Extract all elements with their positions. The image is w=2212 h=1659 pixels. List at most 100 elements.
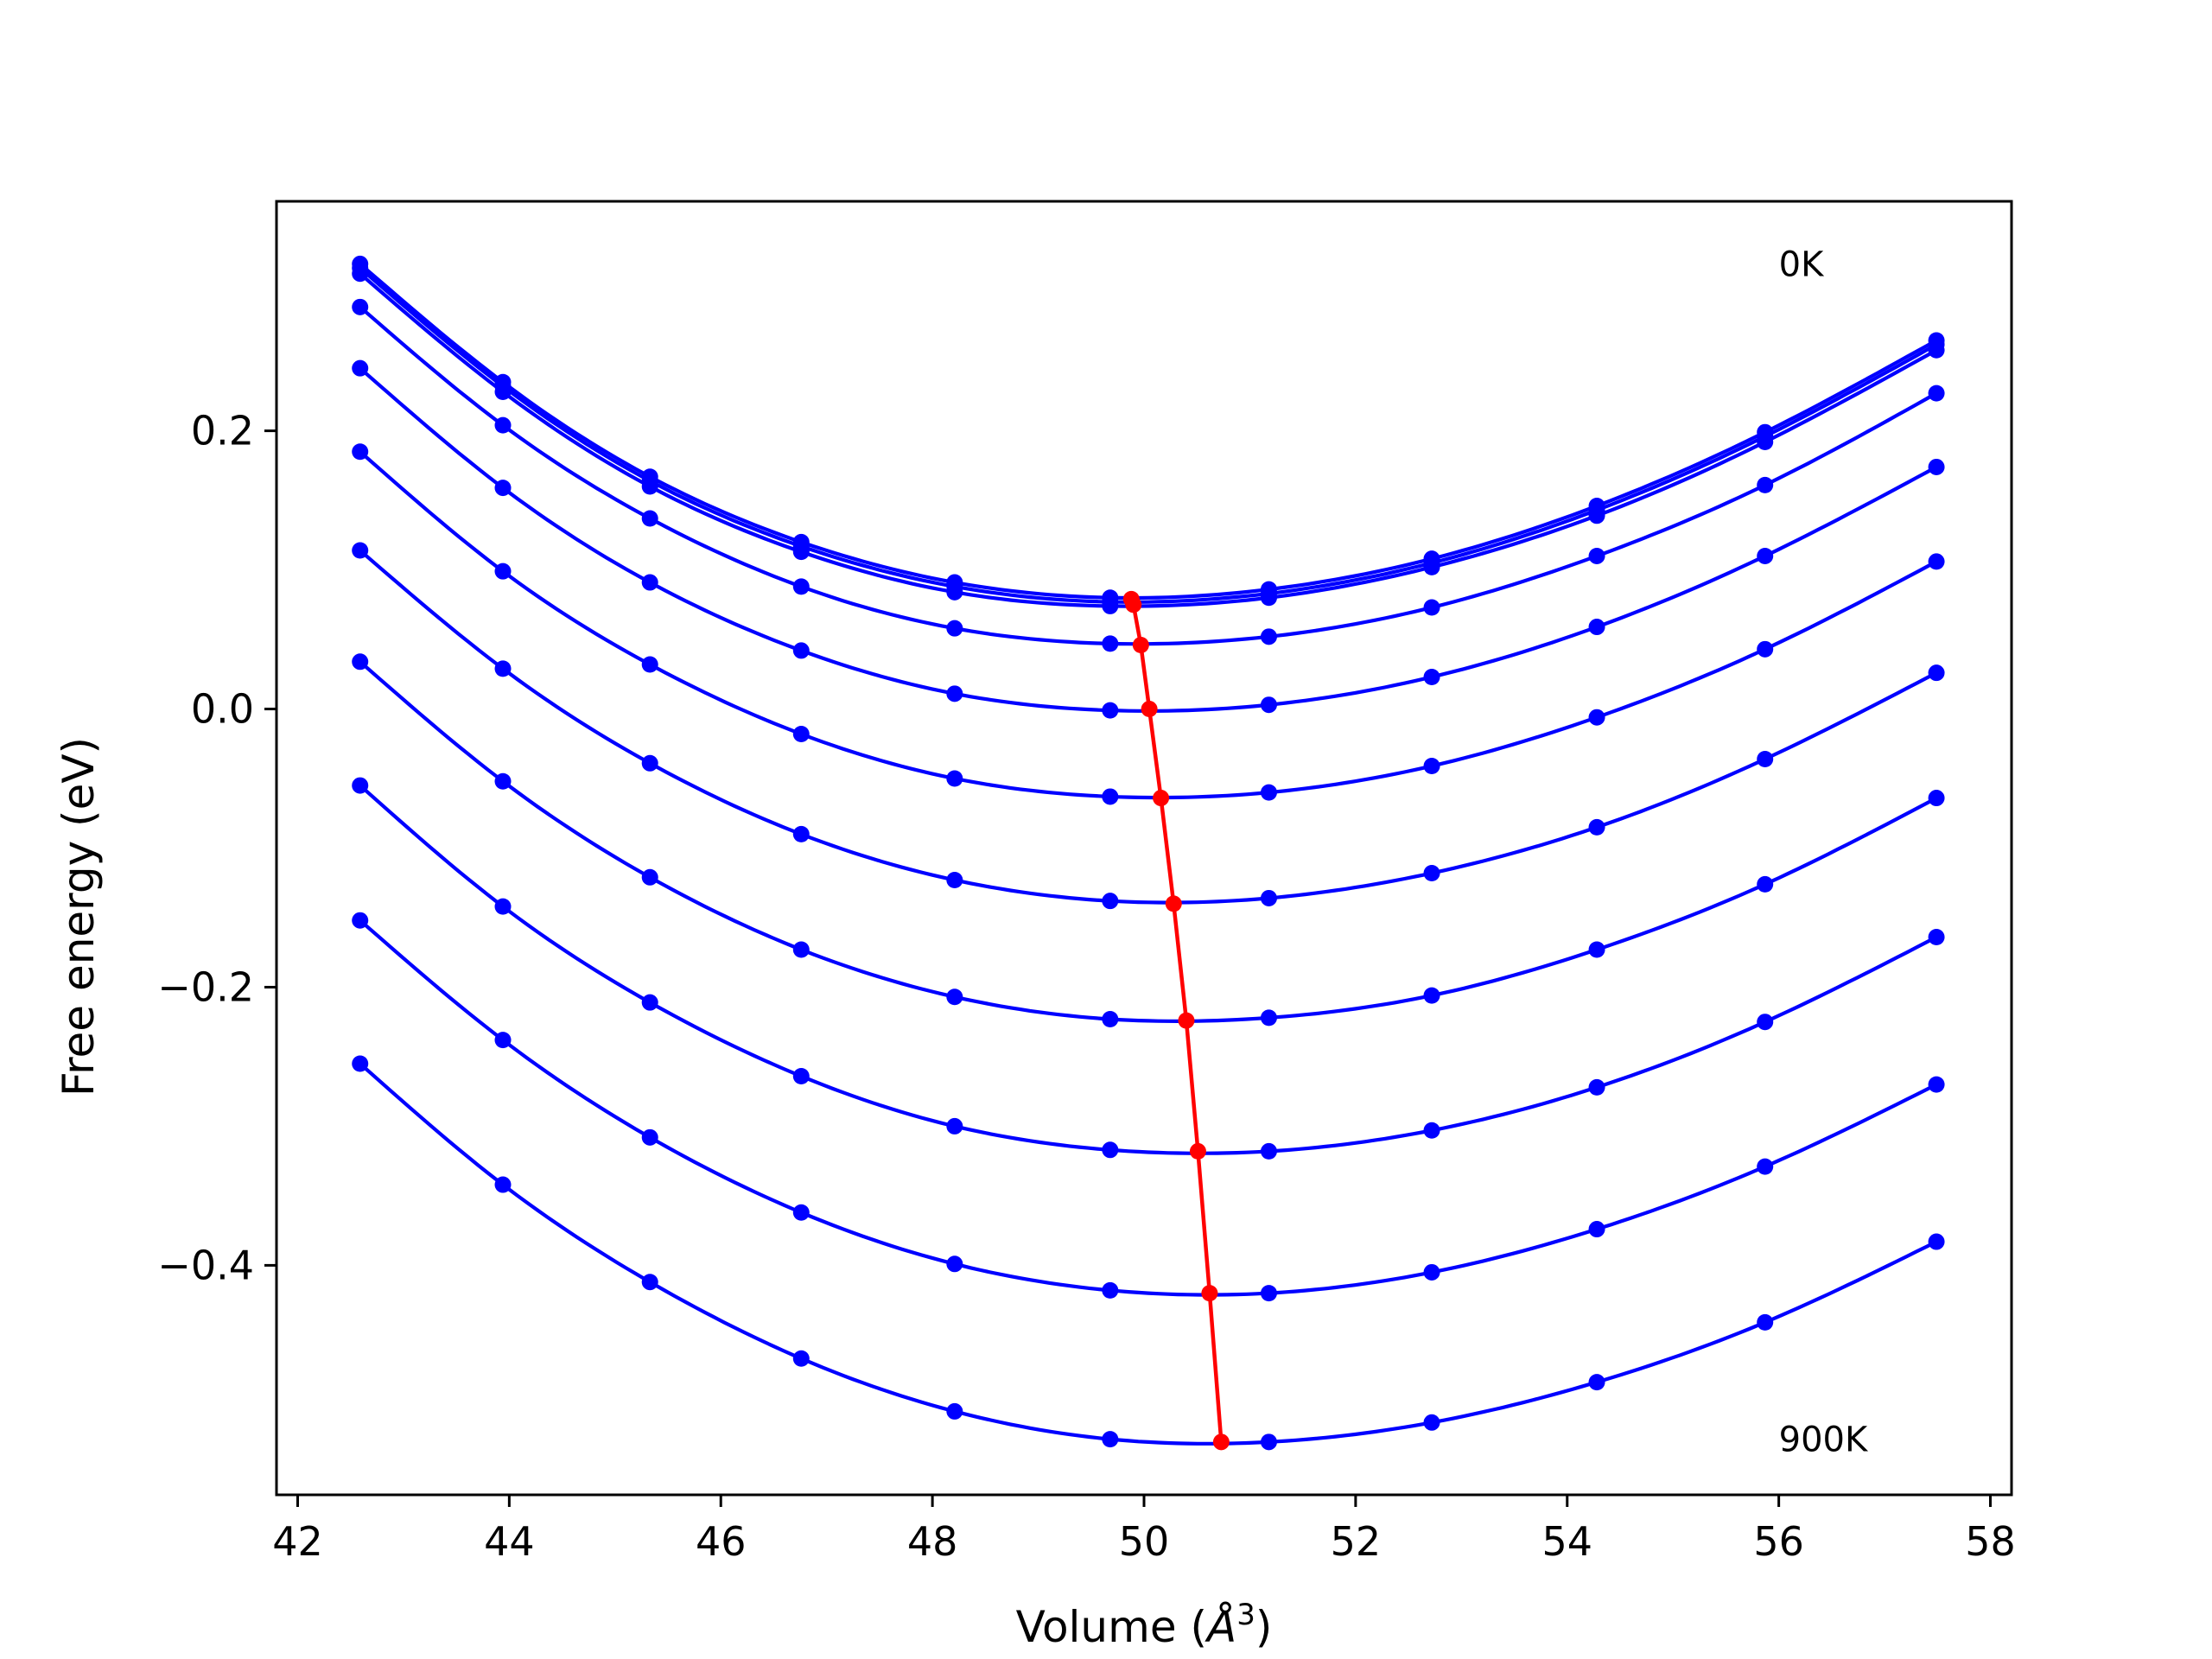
curve-7-point-2	[641, 868, 658, 886]
curve-6-point-2	[641, 754, 658, 772]
curve-2-point-6	[1260, 589, 1277, 607]
curve-7-point-5	[1102, 1010, 1119, 1027]
minimum-point-5	[1165, 895, 1182, 912]
curve-2-point-2	[641, 478, 658, 495]
x-tick-label-58: 58	[1965, 1518, 2016, 1565]
minimum-point-2	[1132, 636, 1149, 653]
curve-0	[359, 262, 1938, 601]
curve-3-point-1	[494, 416, 512, 434]
x-tick-label-46: 46	[696, 1518, 747, 1565]
curve-10-point-0	[352, 1055, 369, 1072]
curve-5-point-1	[494, 563, 512, 580]
curve-2	[359, 272, 1938, 608]
curve-9-point-9	[1757, 1158, 1774, 1175]
curve-5-point-9	[1757, 640, 1774, 658]
curve-4-point-9	[1757, 547, 1774, 564]
curve-8-point-5	[1102, 1141, 1119, 1159]
curve-5-point-0	[352, 443, 369, 461]
annotation-900K: 900K	[1779, 1421, 1869, 1460]
curve-7-point-6	[1260, 1009, 1277, 1027]
curve-3-point-5	[1102, 635, 1119, 652]
curve-8-point-1	[494, 898, 512, 915]
x-tick-label-56: 56	[1753, 1518, 1804, 1565]
curve-2-point-3	[792, 543, 810, 561]
y-axis-ticks: 0.2 0.0 −0.2 −0.4	[157, 408, 276, 1288]
plot-frame	[275, 200, 2013, 1497]
minimum-point-3	[1141, 701, 1158, 718]
curve-8-point-6	[1260, 1142, 1277, 1160]
curve-7-point-9	[1757, 875, 1774, 893]
curve-8-point-10	[1928, 929, 1945, 946]
curve-10-point-9	[1757, 1313, 1774, 1331]
curve-3-point-6	[1260, 628, 1277, 645]
curve-1	[359, 266, 1938, 604]
y-tick-label-2: −0.2	[157, 963, 254, 1010]
curve-9-point-5	[1102, 1281, 1119, 1299]
curve-5-point-7	[1423, 758, 1440, 775]
curve-9-point-1	[494, 1032, 512, 1049]
curve-9-point-6	[1260, 1285, 1277, 1302]
curve-8	[359, 784, 1938, 1155]
curve-2-point-10	[1928, 341, 1945, 359]
y-tick-label-0: 0.2	[191, 408, 254, 454]
curve-6	[359, 549, 1938, 905]
curve-3-point-10	[1928, 385, 1945, 402]
curve-7-point-8	[1588, 941, 1605, 958]
curve-4-point-5	[1102, 702, 1119, 719]
y-tick-label-3: −0.4	[157, 1242, 254, 1288]
curve-9-point-10	[1928, 1076, 1945, 1093]
curve-9-point-2	[641, 1128, 658, 1146]
x-tick-label-42: 42	[272, 1518, 323, 1565]
curve-5-point-3	[792, 726, 810, 743]
curve-4-point-7	[1423, 669, 1440, 686]
curve-4-point-1	[494, 480, 512, 497]
curve-6-point-3	[792, 825, 810, 842]
curve-3-point-9	[1757, 476, 1774, 493]
curve-3-point-2	[641, 510, 658, 527]
minimum-point-9	[1212, 1433, 1230, 1451]
x-tick-label-48: 48	[907, 1518, 958, 1565]
minimum-point-4	[1153, 790, 1170, 807]
curve-9-point-7	[1423, 1263, 1440, 1281]
curve-10-point-2	[641, 1274, 658, 1291]
minima-line	[1129, 598, 1224, 1443]
x-tick-label-50: 50	[1119, 1518, 1170, 1565]
curve-2-point-5	[1102, 597, 1119, 614]
curve-7-point-1	[494, 772, 512, 790]
curve-4-point-2	[641, 574, 658, 591]
curve-9-point-3	[792, 1204, 810, 1221]
curve-8-point-9	[1757, 1014, 1774, 1031]
curve-2-point-8	[1588, 507, 1605, 524]
curve-2-point-9	[1757, 433, 1774, 450]
curve-3-point-4	[946, 620, 963, 637]
curve-8-point-8	[1588, 1078, 1605, 1096]
curve-5	[359, 450, 1938, 800]
curve-10-point-1	[494, 1176, 512, 1193]
curve-7-point-3	[792, 941, 810, 958]
curve-2-point-0	[352, 265, 369, 283]
curve-3-point-8	[1588, 547, 1605, 564]
curve-6-point-9	[1757, 750, 1774, 767]
curve-9-point-4	[946, 1255, 963, 1273]
curve-2-point-4	[946, 583, 963, 601]
curve-8-point-4	[946, 1117, 963, 1135]
curve-3-point-3	[792, 578, 810, 595]
curve-5-point-8	[1588, 709, 1605, 726]
y-axis-label: Free energy (eV)	[54, 737, 104, 1096]
x-axis-label: Volume (Å3)	[1016, 1598, 1273, 1652]
curve-2-point-1	[494, 384, 512, 401]
curve-10-point-4	[946, 1402, 963, 1420]
curve-10-point-6	[1260, 1433, 1277, 1451]
annotation-0K: 0K	[1779, 245, 1825, 284]
curve-7-point-7	[1423, 987, 1440, 1004]
curve-6-point-10	[1928, 664, 1945, 682]
curve-6-point-4	[946, 872, 963, 889]
curve-5-point-6	[1260, 784, 1277, 801]
curve-4-point-8	[1588, 619, 1605, 636]
minimum-point-8	[1201, 1285, 1218, 1302]
curve-6-point-0	[352, 542, 369, 559]
curve-10-point-7	[1423, 1414, 1440, 1431]
curve-7-point-0	[352, 653, 369, 671]
x-axis-ticks: 42 44 46 48 50 52 54 56 58	[272, 1495, 2016, 1565]
